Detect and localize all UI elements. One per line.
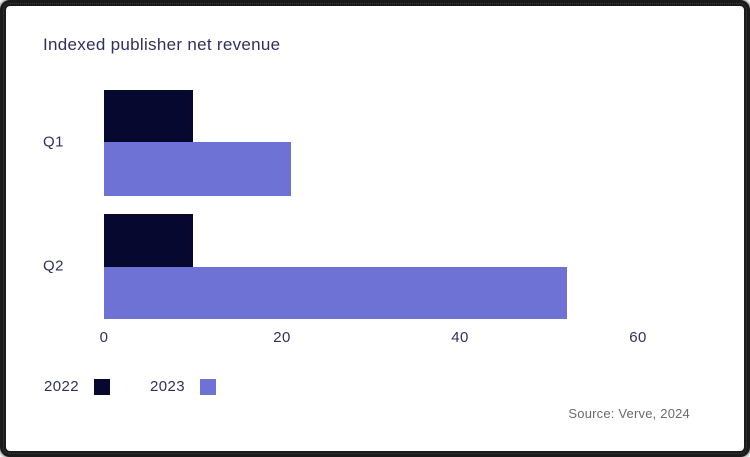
x-axis-tick-20: 20 <box>273 329 291 346</box>
chart-title: Indexed publisher net revenue <box>43 35 281 54</box>
category-label-q1: Q1 <box>43 133 64 151</box>
x-axis-tick-40: 40 <box>451 329 469 346</box>
legend-item-2023: 2023 <box>150 378 216 395</box>
legend-item-2022: 2022 <box>44 378 110 395</box>
bar-q2-2022 <box>104 214 193 267</box>
legend-swatch-2022 <box>93 378 110 395</box>
bar-q1-2023 <box>104 142 291 196</box>
x-axis-tick-60: 60 <box>629 329 647 346</box>
legend-swatch-2023 <box>199 378 216 395</box>
category-label-q2: Q2 <box>43 257 64 275</box>
bar-q2-2023 <box>104 267 567 319</box>
legend: 2022 2023 <box>44 378 216 395</box>
bar-q1-2022 <box>104 90 193 142</box>
legend-label-2023: 2023 <box>149 378 185 395</box>
source-text: Source: Verve, 2024 <box>568 406 690 421</box>
legend-label-2022: 2022 <box>44 378 79 395</box>
x-axis-tick-0: 0 <box>99 329 109 346</box>
